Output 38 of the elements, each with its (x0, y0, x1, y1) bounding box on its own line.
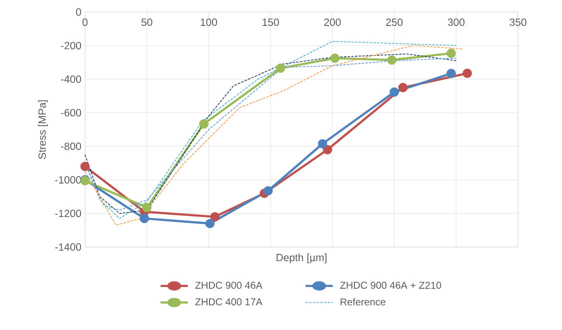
point (210, 212, 220, 222)
point (330, 53, 340, 63)
x-tick-label: 300 (448, 18, 464, 26)
point (80, 162, 90, 172)
x-axis-title: Depth [µm] (276, 254, 326, 264)
point (276, 64, 286, 73)
y-tick-label: -400 (61, 75, 82, 83)
point (387, 55, 396, 65)
x-tick-label: 50 (141, 18, 152, 26)
point (205, 218, 215, 228)
point (199, 119, 208, 129)
point (318, 139, 328, 148)
x-tick-label: 350 (510, 18, 526, 26)
point (390, 87, 399, 97)
x-tick-label: 200 (324, 18, 341, 26)
point (446, 68, 456, 78)
point (398, 82, 408, 92)
y-tick-label: -200 (61, 42, 82, 50)
x-tick-label: 0 (82, 18, 88, 26)
point (140, 214, 150, 224)
x-tick-label: 250 (386, 18, 403, 26)
point (142, 202, 152, 212)
y-tick-label: 0 (76, 8, 82, 16)
y-tick-label: -1400 (55, 243, 82, 251)
y-tick-label: -1200 (55, 210, 82, 218)
legend-label: ZHDC 900 46A (195, 282, 262, 289)
y-tick-label: -800 (61, 142, 82, 150)
x-tick-label: 150 (262, 18, 279, 26)
point (263, 186, 273, 196)
y-tick-label: -600 (61, 109, 82, 116)
point (446, 48, 456, 58)
x-tick-label: 100 (200, 18, 218, 26)
legend-label: ZHDC 400 17A (195, 298, 262, 306)
point (462, 68, 472, 78)
legend-label: Reference (340, 298, 386, 306)
legend-label: ZHDC 900 46A + Z210 (340, 282, 442, 289)
y-axis-title: Stress [MPa] (38, 100, 48, 159)
point (322, 144, 332, 154)
